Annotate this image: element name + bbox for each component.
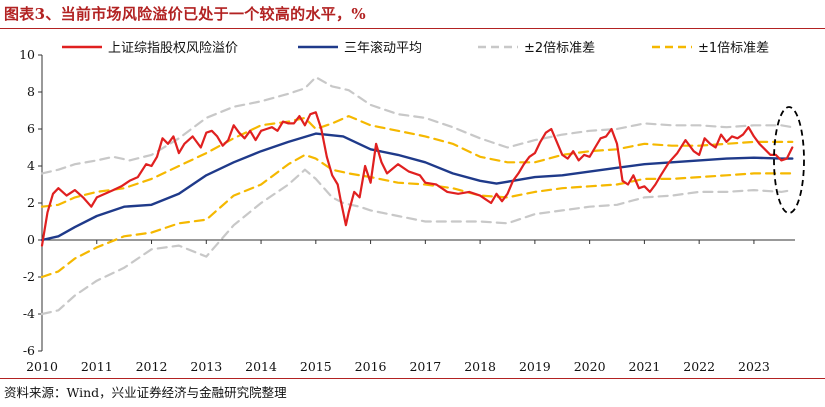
erp-series-line <box>40 111 794 247</box>
footer-divider <box>0 378 825 379</box>
y-tick-label: 0 <box>27 232 35 247</box>
y-tick-label: -6 <box>23 343 35 358</box>
highlight-ellipse <box>773 106 805 214</box>
x-tick-label: 2011 <box>81 359 113 374</box>
x-tick-label: 2017 <box>409 359 441 374</box>
line-chart: -6 -4 -2 0 2 4 6 8 10 2010 2011 2012 2013 2014 2015 201… <box>19 40 805 374</box>
chart-title: 图表3、当前市场风险溢价已处于一个较高的水平，% <box>4 5 366 23</box>
legend-label: 上证综指股权风险溢价 <box>108 40 238 56</box>
rolling-mean-line <box>40 132 794 242</box>
x-tick-label: 2020 <box>574 359 606 374</box>
source-note: 资料来源：Wind，兴业证券经济与金融研究院整理 <box>4 385 287 400</box>
legend-label: ±2倍标准差 <box>524 41 595 56</box>
x-tick-label: 2012 <box>136 359 168 374</box>
x-tick-label: 2010 <box>26 359 58 374</box>
x-tick-label: 2016 <box>355 359 387 374</box>
title-divider <box>0 28 825 29</box>
x-tick-label: 2013 <box>190 359 222 374</box>
x-tick-label: 2019 <box>519 359 551 374</box>
x-tick-label: 2018 <box>464 359 496 374</box>
y-tick-label: -4 <box>23 306 35 321</box>
x-tick-label: 2022 <box>683 359 715 374</box>
minus-1sd-line <box>40 153 794 279</box>
x-tick-label: 2014 <box>245 359 277 374</box>
y-tick-label: 4 <box>27 158 35 173</box>
y-tick-label: 2 <box>27 195 35 210</box>
y-tick-label: -2 <box>23 269 35 284</box>
x-tick-label: 2021 <box>628 359 660 374</box>
x-tick-label: 2015 <box>300 359 332 374</box>
plus-1sd-line <box>40 115 794 208</box>
legend-label: ±1倍标准差 <box>698 41 769 56</box>
legend-label: 三年滚动平均 <box>344 40 422 56</box>
y-tick-label: 10 <box>19 47 35 62</box>
y-tick-label: 8 <box>27 84 35 99</box>
minus-2sd-line <box>40 168 794 316</box>
y-tick-label: 6 <box>27 121 35 136</box>
x-tick-label: 2023 <box>738 359 770 374</box>
plus-2sd-line <box>40 76 794 175</box>
